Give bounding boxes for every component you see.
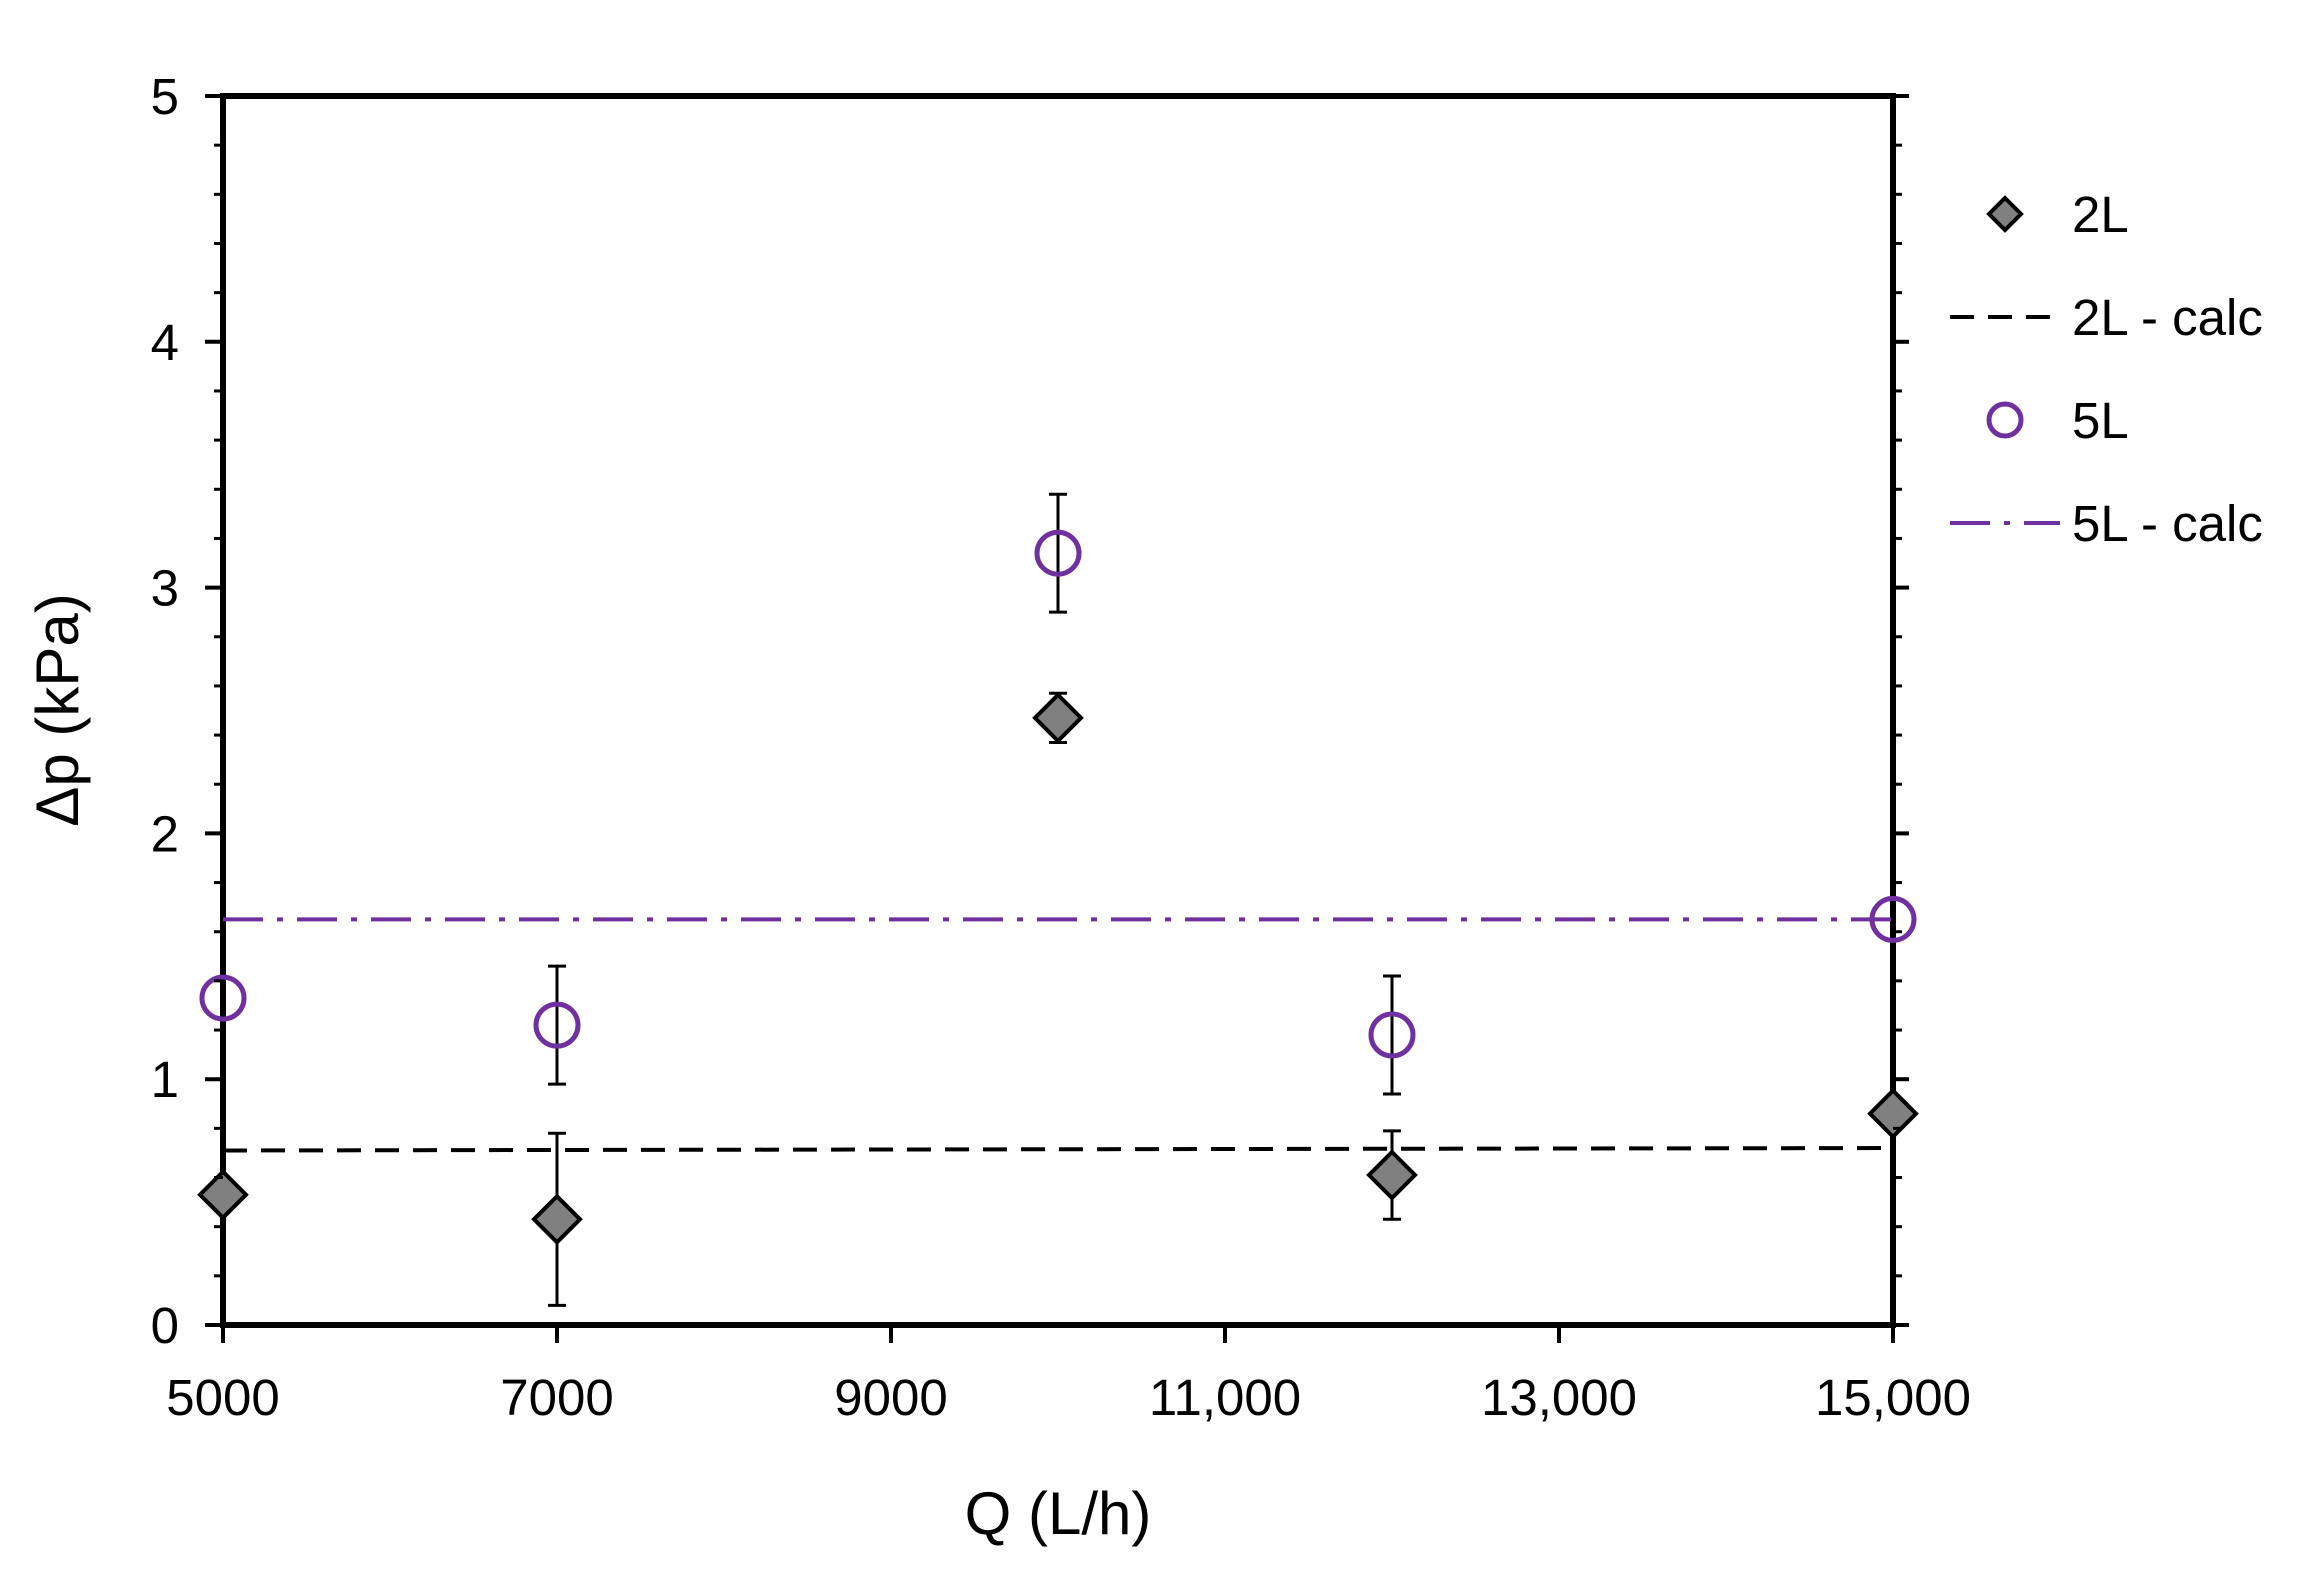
data-point-2l <box>531 1193 583 1246</box>
data-point-5l <box>533 1001 581 1049</box>
data-point-5l <box>1034 529 1082 577</box>
legend-label-2l-calc: 2L - calc <box>2072 289 2263 346</box>
data-point-5l <box>199 974 247 1022</box>
data-point-2l <box>1366 1149 1418 1201</box>
x-tick-label: 5000 <box>166 1369 279 1426</box>
x-axis-title: Q (L/h) <box>965 1480 1152 1547</box>
x-tick-label: 11,000 <box>1149 1369 1301 1426</box>
y-tick-label: 5 <box>151 68 179 125</box>
x-tick-label: 15,000 <box>1815 1369 1971 1426</box>
legend-label-5l-calc: 5L - calc <box>2072 495 2263 552</box>
y-tick-label: 2 <box>151 805 179 862</box>
legend-label-2l: 2L <box>2072 186 2129 243</box>
error-bars <box>548 492 1401 1307</box>
legend-marker-2l <box>1986 195 2024 233</box>
legend: 2L 2L - calc 5L 5L - calc <box>1950 186 2263 552</box>
x-tick-label: 7000 <box>500 1369 613 1426</box>
y-axis-title: Δp (kPa) <box>24 593 91 826</box>
legend-label-5l: 5L <box>2072 392 2129 449</box>
y-tick-label: 3 <box>151 560 179 617</box>
data-point-5l <box>1869 895 1917 943</box>
axes: 0 1 2 3 4 5 5000 7000 9000 11,000 13,000 15,000 <box>151 68 1971 1426</box>
plot-frame <box>220 93 1896 1328</box>
data-point-5l <box>1368 1011 1416 1059</box>
legend-marker-5l <box>1986 401 2024 439</box>
x-tick-label: 9000 <box>834 1369 947 1426</box>
y-tick-label: 1 <box>151 1051 179 1108</box>
calc-lines <box>222 917 1894 1153</box>
data-points <box>197 529 1919 1246</box>
calc-line-2l-calc <box>222 1146 1894 1153</box>
x-tick-label: 13,000 <box>1481 1369 1637 1426</box>
data-point-2l <box>197 1168 249 1221</box>
plot-area <box>220 93 1896 1328</box>
y-tick-label: 4 <box>151 314 179 371</box>
data-point-2l <box>1032 692 1084 744</box>
y-tick-label: 0 <box>151 1297 179 1354</box>
data-point-2l <box>1867 1087 1919 1140</box>
